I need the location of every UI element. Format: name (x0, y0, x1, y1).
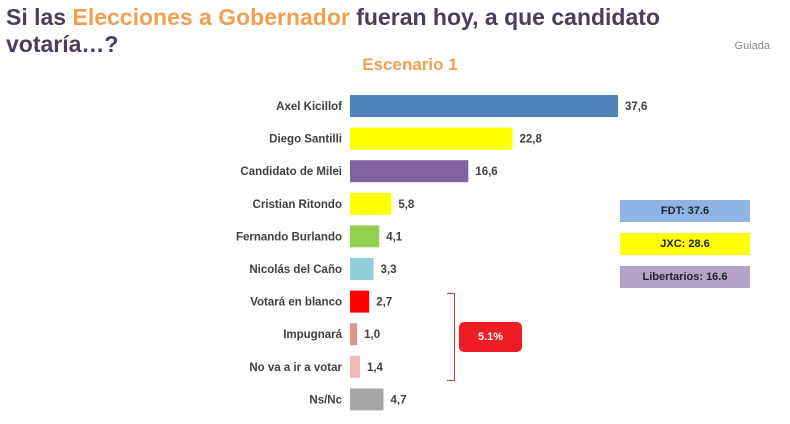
category-label: Axel Kicillof (276, 101, 342, 113)
watermark-label: Guiada (734, 40, 770, 52)
bar (350, 192, 392, 215)
value-label: 1,4 (367, 362, 384, 374)
category-label: Nicolás del Caño (249, 264, 342, 276)
value-label: 1,0 (364, 329, 380, 341)
legend-libertarios: Libertarios: 16.6 (620, 266, 750, 288)
legend-jxc-label: JXC: 28.6 (660, 238, 710, 250)
value-label: 3,3 (381, 264, 397, 276)
blank-votes-callout: 5.1% (459, 322, 522, 352)
legend-fdt-label: FDT: 37.6 (660, 205, 710, 217)
legend-fdt: FDT: 37.6 (620, 200, 750, 222)
bar (350, 290, 370, 313)
bar (350, 323, 358, 346)
category-label: Ns/Nc (309, 394, 342, 406)
page-title: Si las Elecciones a Gobernador fueran ho… (6, 4, 706, 58)
title-highlight: Elecciones a Gobernador (72, 4, 350, 30)
value-label: 22,8 (520, 134, 543, 146)
value-label: 4,7 (391, 394, 407, 406)
category-label: Candidato de Milei (240, 166, 342, 178)
category-label: No va a ir a votar (249, 362, 342, 374)
bar (350, 95, 618, 117)
bar (350, 225, 380, 248)
category-label: Impugnará (283, 329, 342, 341)
value-label: 5,8 (398, 199, 415, 211)
category-label: Cristian Ritondo (253, 199, 342, 211)
category-label: Votará en blanco (250, 297, 342, 309)
bar (350, 160, 469, 183)
legend-jxc: JXC: 28.6 (620, 233, 750, 255)
bar (350, 127, 513, 150)
bar (350, 388, 384, 411)
bar (350, 355, 360, 378)
category-label: Diego Santilli (269, 134, 342, 146)
value-label: 4,1 (386, 231, 403, 243)
value-label: 16,6 (475, 166, 497, 178)
value-label: 2,7 (376, 297, 392, 309)
title-part2: fueran hoy, a que candidato votaría…? (6, 4, 660, 57)
legend-libertarios-label: Libertarios: 16.6 (642, 271, 728, 283)
value-label: 37,6 (625, 101, 647, 113)
chart-title: Escenario 1 (362, 55, 458, 74)
blank-votes-bracket (447, 293, 455, 381)
title-part1: Si las (6, 4, 73, 30)
blank-votes-callout-label: 5.1% (477, 331, 504, 343)
bar (350, 258, 374, 280)
category-label: Fernando Burlando (236, 231, 342, 243)
